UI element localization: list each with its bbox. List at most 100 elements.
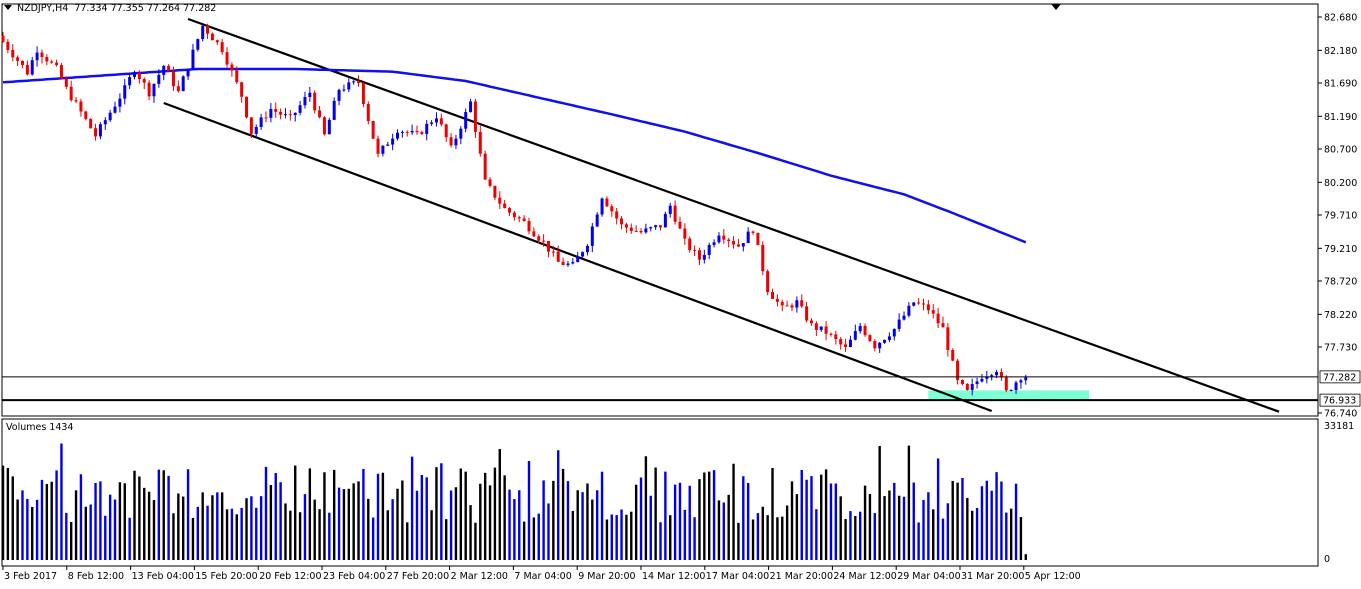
candle-body [892, 328, 896, 337]
candle-body [800, 300, 804, 307]
chart-header[interactable]: NZDJPY,H4 77.334 77.355 77.264 77.282 [4, 3, 216, 14]
time-tick-label: 3 Feb 2017 [4, 571, 57, 582]
time-tick-label: 27 Feb 20:00 [387, 571, 449, 582]
candle-body [965, 383, 969, 390]
candle-body [936, 313, 940, 324]
candle-body [376, 138, 380, 154]
candle-body [839, 339, 843, 345]
time-tick-label: 31 Mar 20:00 [961, 571, 1024, 582]
horizontal-levels [2, 376, 1318, 402]
candle-body [327, 119, 331, 135]
candle-body [308, 92, 312, 97]
time-tick-label: 2 Mar 12:00 [451, 571, 508, 582]
candle-body [322, 117, 326, 135]
candle-body [191, 49, 195, 70]
candle-body [220, 42, 224, 53]
candle-body [503, 203, 507, 209]
candle-body [103, 120, 107, 125]
time-tick-label: 21 Mar 20:00 [770, 571, 833, 582]
candle-body [415, 130, 419, 133]
time-axis: 3 Feb 2017 8 Feb 12:00 13 Feb 04:00 15 Feb … [2, 566, 1081, 582]
candle-body [357, 81, 361, 83]
candle-body [566, 263, 570, 265]
candle-body [809, 320, 813, 324]
candle-body [1, 35, 5, 42]
channel-upper-line [187, 17, 1280, 413]
candle-body [1019, 380, 1023, 383]
candle-body [848, 339, 852, 347]
candle-body [366, 103, 370, 121]
price-candles [1, 23, 1028, 396]
candle-body [605, 198, 609, 207]
candle-body [858, 325, 862, 332]
candle-body [844, 344, 848, 347]
candle-body [245, 96, 249, 118]
candle-body [259, 117, 263, 127]
candle-body [167, 65, 171, 72]
candle-body [396, 132, 399, 139]
candle-body [883, 339, 887, 343]
candle-body [79, 101, 83, 112]
candle-body [771, 292, 775, 299]
candle-body [386, 144, 390, 146]
candle-body [571, 262, 575, 264]
candle-body [108, 112, 112, 121]
price-tick-label: 80.200 [1324, 178, 1357, 189]
candle-body [303, 96, 307, 106]
candle-body [459, 128, 463, 139]
time-tick-label: 9 Mar 20:00 [578, 571, 635, 582]
candle-body [254, 126, 258, 134]
candle-body [649, 227, 653, 229]
candle-body [469, 101, 473, 113]
candle-body [537, 236, 541, 241]
candle-body [283, 114, 287, 116]
candle-body [775, 298, 779, 302]
candle-body [6, 41, 10, 50]
candle-body [128, 77, 132, 86]
candle-body [171, 71, 175, 87]
candle-body [478, 131, 482, 154]
candle-body [970, 384, 974, 390]
candle-body [561, 261, 565, 265]
time-tick-label: 5 Apr 12:00 [1025, 571, 1081, 582]
time-tick-label: 29 Mar 04:00 [897, 571, 960, 582]
candle-body [313, 92, 317, 111]
candle-body [98, 124, 102, 137]
candle-body [995, 372, 999, 376]
time-tick-label: 15 Feb 20:00 [195, 571, 257, 582]
chart-shift-marker-icon[interactable] [1051, 4, 1061, 10]
candle-body [595, 214, 599, 227]
candle-body [157, 74, 161, 84]
candle-body [581, 252, 585, 257]
candle-body [956, 360, 960, 381]
support-zone [928, 390, 1090, 401]
candle-body [683, 228, 687, 239]
candle-body [922, 303, 925, 305]
candle-body [873, 341, 877, 349]
dropdown-arrow-icon[interactable] [4, 5, 12, 10]
level-price-tag-box [1319, 393, 1361, 407]
candle-body [693, 250, 697, 252]
candle-body [746, 231, 750, 244]
time-tick-label: 8 Feb 12:00 [68, 571, 124, 582]
candle-body [712, 242, 716, 245]
candle-body [230, 64, 234, 71]
candle-body [420, 132, 424, 134]
candle-body [878, 342, 882, 349]
candle-body [663, 213, 667, 228]
candle-body [201, 25, 205, 40]
price-tick-label: 80.700 [1324, 145, 1357, 156]
candle-body [342, 89, 346, 91]
candle-body [274, 109, 278, 112]
candle-body [717, 235, 721, 243]
candle-body [907, 305, 911, 316]
candle-body [522, 218, 526, 222]
candle-body [147, 82, 151, 97]
time-tick-label: 24 Mar 12:00 [833, 571, 896, 582]
candle-body [542, 240, 546, 242]
candle-body [1014, 382, 1018, 391]
candle-body [1009, 390, 1013, 392]
price-tick-label: 81.190 [1324, 112, 1357, 123]
